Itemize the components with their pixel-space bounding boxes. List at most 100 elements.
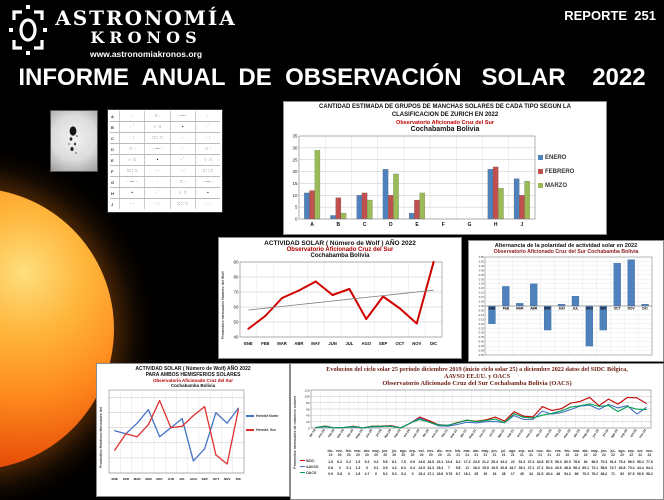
cycle25-title: Evolucion del ciclo solar 25 periodo dic… bbox=[326, 366, 628, 373]
svg-text:D: D bbox=[389, 222, 393, 228]
svg-text:ENE: ENE bbox=[489, 306, 496, 310]
svg-text:dic-21: dic-21 bbox=[535, 428, 544, 438]
svg-text:30: 30 bbox=[292, 145, 298, 150]
svg-text:feb-20: feb-20 bbox=[327, 428, 336, 438]
svg-text:25: 25 bbox=[292, 157, 298, 162]
hemispheres-title: ACTIVIDAD SOLAR ( Número de Wolf) AÑO 20… bbox=[135, 366, 251, 372]
svg-text:H: H bbox=[494, 222, 498, 228]
brand-block: ASTRONOMÍA KRONOS www.astronomiakronos.o… bbox=[46, 6, 246, 59]
hemispheres-title2: PARA AMBOS HEMISFERIOS SOLARES bbox=[145, 372, 241, 378]
svg-text:FEB: FEB bbox=[503, 306, 510, 310]
hemispheres-location: Cochabamba Bolivia bbox=[170, 383, 216, 388]
svg-text:jun-21: jun-21 bbox=[477, 428, 486, 439]
svg-text:nov-22: nov-22 bbox=[638, 428, 647, 439]
svg-text:90: 90 bbox=[233, 259, 239, 264]
svg-text:0: 0 bbox=[308, 426, 310, 430]
svg-text:feb-21: feb-21 bbox=[440, 428, 449, 438]
svg-text:OCT: OCT bbox=[614, 306, 621, 310]
svg-text:40: 40 bbox=[306, 414, 310, 418]
svg-text:SEP: SEP bbox=[202, 477, 208, 481]
svg-text:-0.10: -0.10 bbox=[478, 313, 485, 317]
svg-text:AGO: AGO bbox=[586, 306, 594, 310]
svg-text:NOV: NOV bbox=[224, 477, 232, 481]
svg-text:ABR: ABR bbox=[530, 306, 538, 310]
svg-text:F: F bbox=[442, 222, 445, 228]
svg-text:0.20: 0.20 bbox=[479, 286, 485, 290]
svg-text:may-20: may-20 bbox=[354, 428, 364, 439]
svg-text:may-21: may-21 bbox=[468, 428, 478, 439]
svg-text:may-22: may-22 bbox=[581, 428, 591, 439]
svg-text:0.50: 0.50 bbox=[479, 259, 485, 263]
svg-text:NOV: NOV bbox=[628, 306, 636, 310]
svg-text:OCT: OCT bbox=[395, 341, 404, 346]
cycle25-subtitle: Observatorio Aficionado Cruz del Sur Coc… bbox=[382, 380, 572, 387]
svg-text:0.55: 0.55 bbox=[479, 255, 485, 259]
svg-text:ENE: ENE bbox=[244, 341, 253, 346]
svg-text:B: B bbox=[337, 222, 341, 228]
svg-text:-0.50: -0.50 bbox=[478, 349, 485, 353]
svg-text:MAY: MAY bbox=[544, 306, 552, 310]
svg-text:dic-20: dic-20 bbox=[421, 428, 430, 438]
svg-text:mar-21: mar-21 bbox=[449, 428, 458, 439]
svg-text:feb-22: feb-22 bbox=[554, 428, 563, 438]
svg-text:5: 5 bbox=[295, 204, 298, 209]
svg-text:OCT: OCT bbox=[213, 477, 220, 481]
svg-text:abr-20: abr-20 bbox=[346, 428, 355, 438]
svg-text:80: 80 bbox=[233, 274, 239, 279]
cycle25-title-line2: AAVSO EE.UU. y OACS bbox=[443, 373, 511, 380]
svg-text:0.15: 0.15 bbox=[479, 291, 485, 295]
svg-text:jul-20: jul-20 bbox=[374, 428, 383, 438]
svg-text:abr-22: abr-22 bbox=[572, 428, 581, 438]
svg-text:JUL: JUL bbox=[179, 477, 185, 481]
svg-text:SEP: SEP bbox=[600, 306, 607, 310]
brand-name-line1: ASTRONOMÍA bbox=[55, 6, 237, 30]
svg-text:ene-20: ene-20 bbox=[317, 428, 326, 439]
svg-text:-0.45: -0.45 bbox=[478, 344, 485, 348]
svg-text:-0.20: -0.20 bbox=[478, 322, 485, 326]
wolf-chart-subtitle: Observatorio Aficionado Cruz del Sur bbox=[286, 247, 394, 253]
svg-text:-0.05: -0.05 bbox=[478, 308, 485, 312]
svg-text:-0.25: -0.25 bbox=[478, 326, 485, 330]
svg-text:FEB: FEB bbox=[123, 477, 130, 481]
zurich-groups-bar-chart: CANTIDAD ESTIMADA DE GRUPOS DE MANCHAS S… bbox=[283, 101, 607, 235]
wolf-chart-plot: 40 50 60 70 80 90 ENE FEB MAR ABR MAY JUN JUL AGO SEP O… bbox=[228, 259, 446, 352]
svg-text:oct-20: oct-20 bbox=[402, 428, 411, 438]
svg-text:nov-20: nov-20 bbox=[411, 428, 420, 439]
brand-website: www.astronomiakronos.org bbox=[89, 49, 203, 59]
cycle25-plot: 0 20 40 60 80 100 120 dic-19 ene-20 feb-20 mar-20 a… bbox=[300, 388, 654, 449]
polarity-chart-subtitle: Observatorio Aficionado Cruz del Sur Coc… bbox=[493, 249, 639, 255]
svg-text:mar-20: mar-20 bbox=[336, 428, 345, 439]
svg-text:0.40: 0.40 bbox=[479, 268, 485, 272]
svg-text:JUL: JUL bbox=[572, 306, 578, 310]
hemispheres-line-chart: ACTIVIDAD SOLAR ( Número de Wolf) AÑO 20… bbox=[96, 363, 290, 497]
svg-text:-0.35: -0.35 bbox=[478, 335, 485, 339]
svg-text:oct-21: oct-21 bbox=[516, 428, 525, 438]
bar-chart-plot: 0 5 10 15 20 25 30 35 A B C D E F G H J bbox=[286, 133, 538, 233]
svg-text:sep-22: sep-22 bbox=[619, 428, 628, 439]
svg-text:35: 35 bbox=[292, 133, 298, 138]
polarity-chart-title: Alternancia de la polaridad de actividad… bbox=[494, 243, 638, 249]
svg-text:MAY: MAY bbox=[311, 341, 320, 346]
svg-text:0: 0 bbox=[295, 216, 298, 221]
svg-text:MAR: MAR bbox=[277, 341, 287, 346]
kronos-logo-icon bbox=[9, 5, 47, 55]
svg-text:E: E bbox=[415, 222, 419, 228]
svg-text:abr-21: abr-21 bbox=[459, 428, 468, 438]
polarity-bar-chart: Alternancia de la polaridad de actividad… bbox=[468, 240, 664, 362]
svg-text:JUN: JUN bbox=[328, 341, 336, 346]
svg-text:40: 40 bbox=[233, 334, 239, 339]
hemispheres-plot: ENE FEB MAR ABR MAY JUN JUL AGO SEP OCT NOV DIC bbox=[106, 388, 246, 487]
svg-text:-0.15: -0.15 bbox=[478, 317, 485, 321]
svg-text:ago-21: ago-21 bbox=[496, 428, 505, 439]
svg-text:10: 10 bbox=[292, 192, 298, 197]
zurich-classification-table-image: A · ⁙ · · — · · B · ˙ ⁘ ⁙ • · ˙ C · : ⁙∷ ⁙ · · · : D ⁙ ·… bbox=[107, 109, 223, 213]
svg-text:0.00: 0.00 bbox=[479, 304, 485, 308]
svg-text:ABR: ABR bbox=[145, 477, 152, 481]
svg-text:15: 15 bbox=[292, 181, 298, 186]
cycle25-data-table: dic- 19 ene- 20 feb- 20 mar- 20 abr- 20 may- 20 jun-… bbox=[300, 449, 654, 476]
svg-text:SEP: SEP bbox=[379, 341, 388, 346]
svg-text:0.30: 0.30 bbox=[479, 277, 485, 281]
svg-text:60: 60 bbox=[233, 304, 239, 309]
brand-name-line2: KRONOS bbox=[90, 28, 202, 47]
